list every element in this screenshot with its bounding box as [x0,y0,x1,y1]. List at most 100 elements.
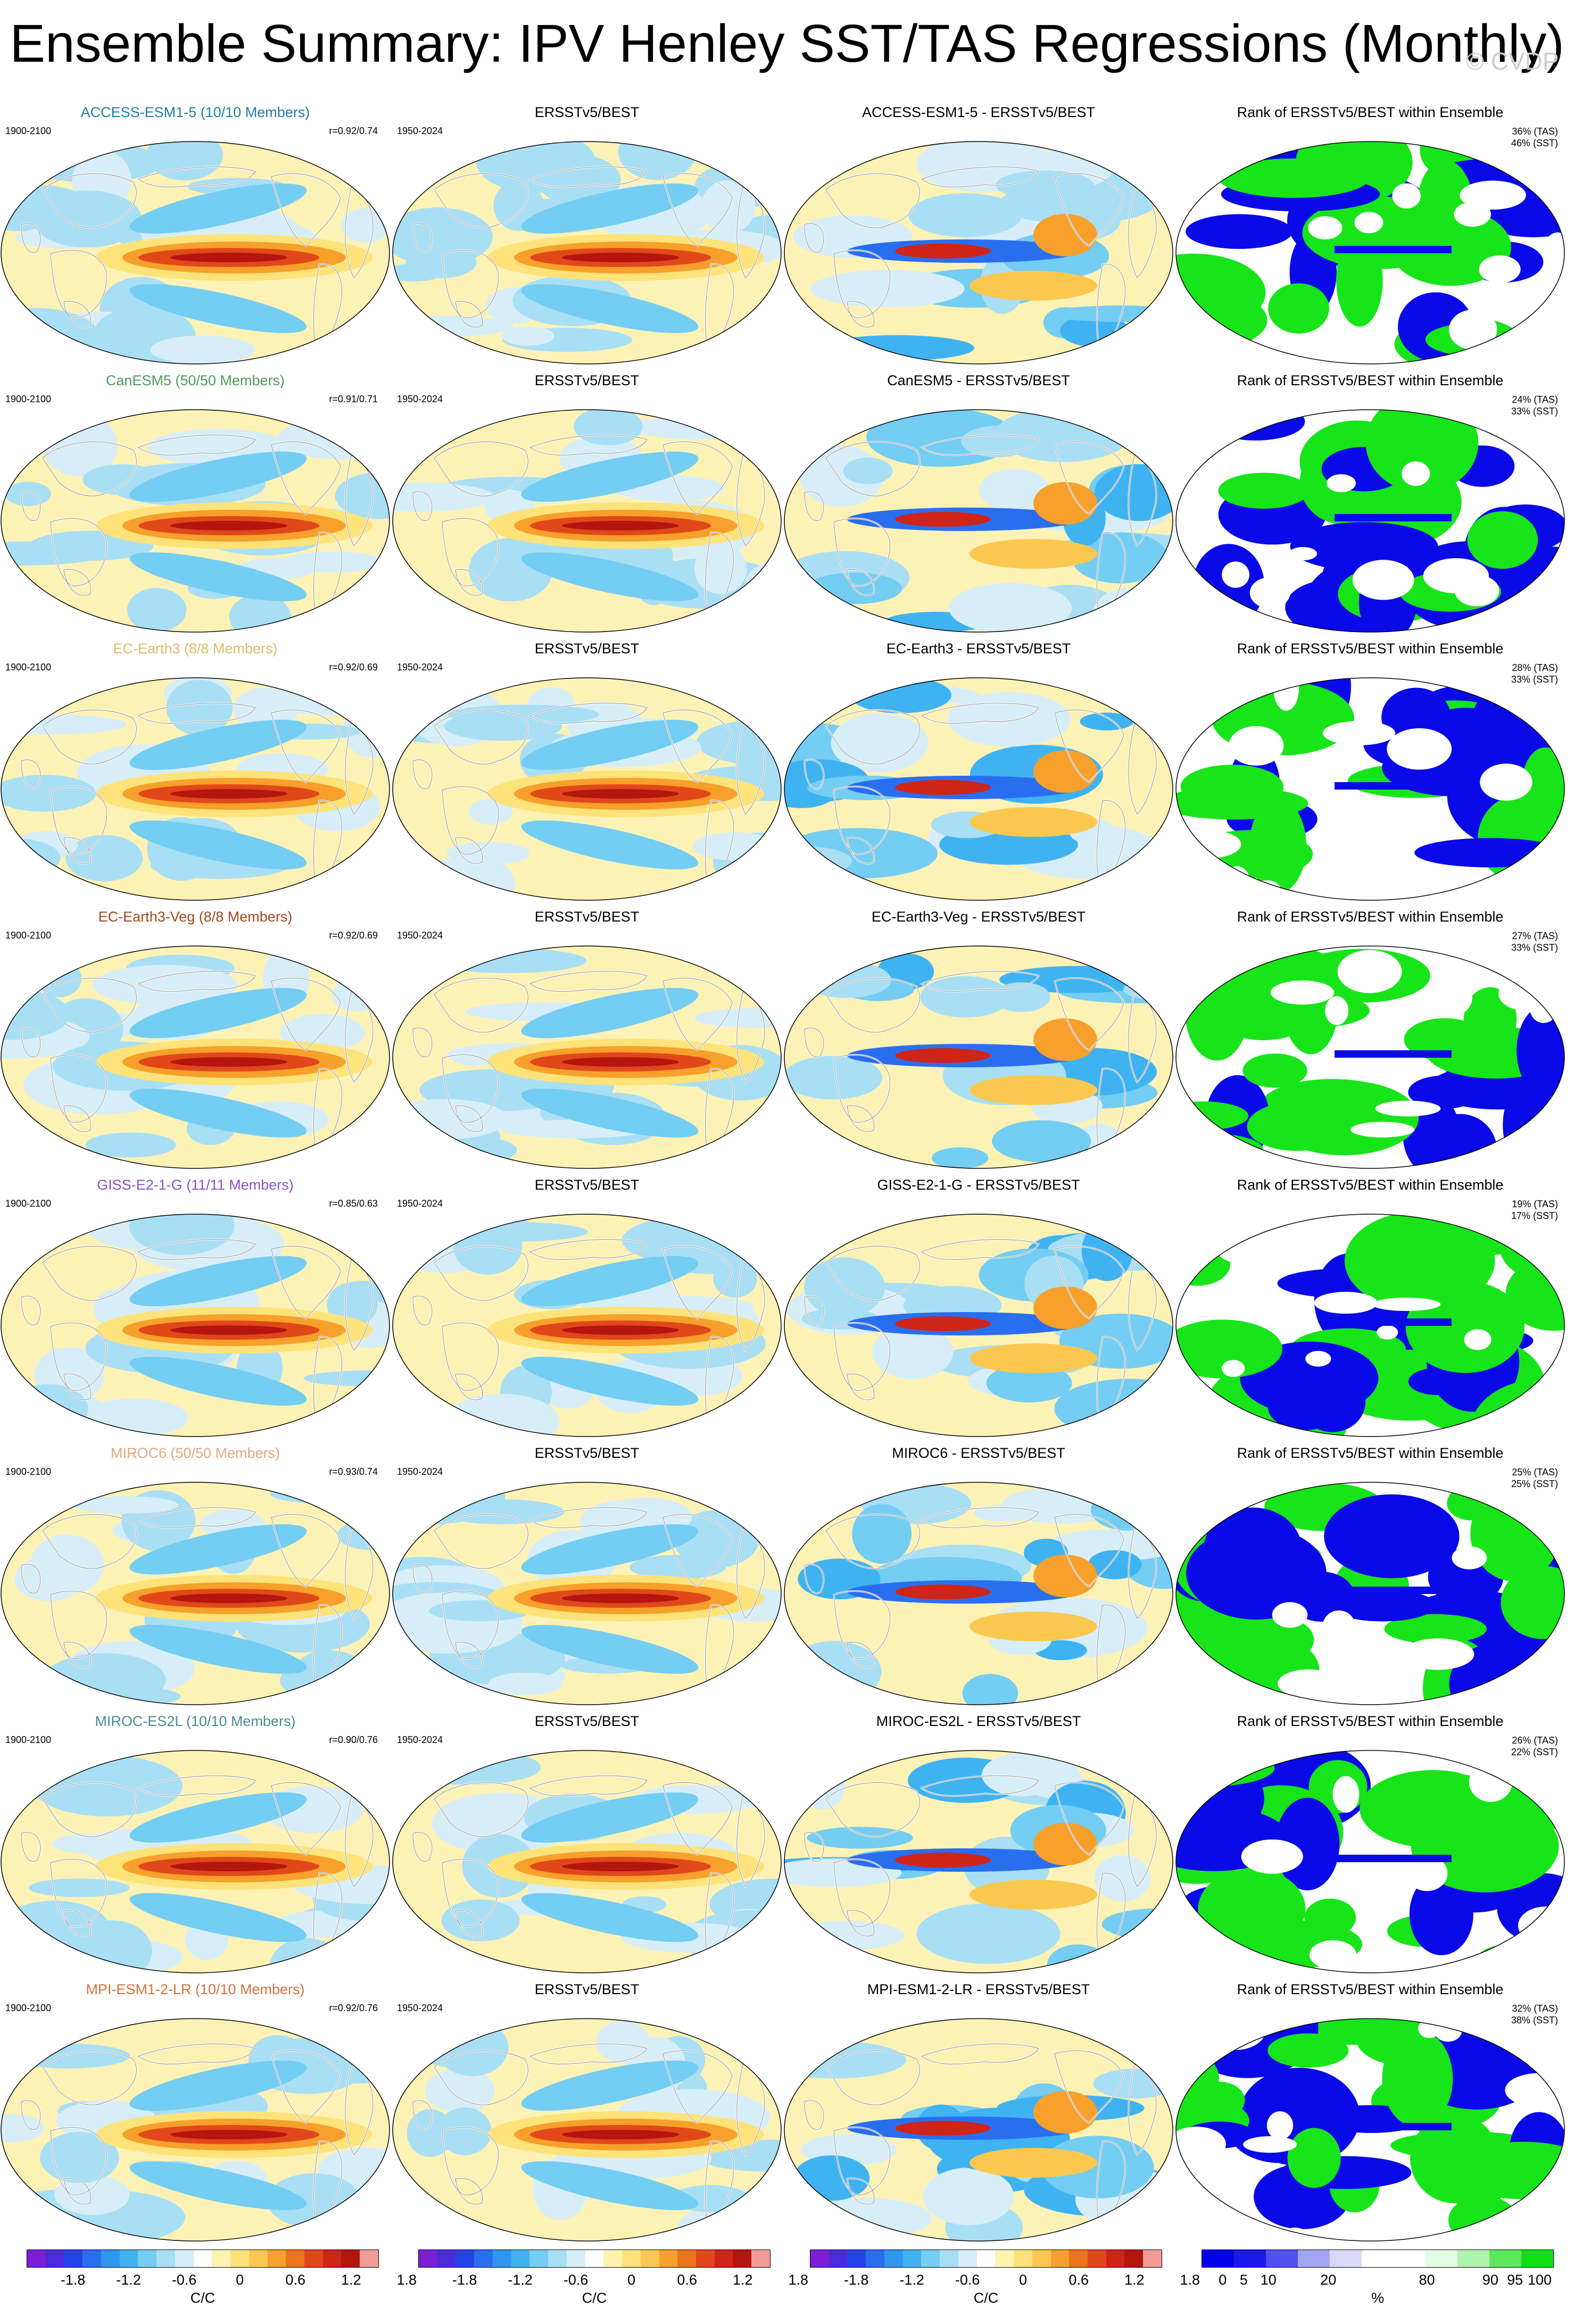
colorbar-swatch [622,2250,641,2267]
map-field [1176,678,1564,900]
colorbar-rank: 0 5 10 20 80 90 95 100% [1202,2250,1554,2313]
colorbar-swatch [322,2250,342,2267]
colorbar-swatch [940,2250,958,2267]
colorbar-swatch [659,2250,678,2267]
watermark-logo: © CVDP [1466,47,1559,75]
diff-map [784,141,1173,364]
map-panel-obs: ERSSTv5/BEST 1950-2024 [392,1442,782,1710]
colorbar-tick-label: 5 [1239,2272,1248,2288]
rank-panel-title: Rank of ERSSTv5/BEST within Ensemble [1237,372,1504,388]
colorbar-tick-label: -1.8 [60,2272,86,2288]
obs-years-label: 1950-2024 [397,1466,443,1477]
map-panel-model: ACCESS-ESM1-5 (10/10 Members) 1900-2100 r=… [0,101,391,369]
colorbar-swatch [286,2250,305,2267]
rank-map [1175,141,1565,364]
diff-panel-title: MIROC-ES2L - ERSSTv5/BEST [876,1713,1081,1729]
colorbar-tick-label: -1.2 [899,2272,924,2288]
colorbar-swatch [492,2250,511,2267]
obs-map [392,1482,782,1705]
colorbar-swatch [677,2250,697,2267]
colorbar-tick-label: -1.8 [452,2272,477,2288]
colorbar-swatch [419,2250,437,2267]
colorbar-swatch [866,2250,884,2267]
colorbar-unit-label: C/C [582,2290,607,2306]
diff-panel-title: GISS-E2-1-G - ERSSTv5/BEST [877,1177,1080,1193]
rank-map [1175,1750,1565,1973]
colorbar-tick-label: 1.8 [396,2272,417,2288]
obs-panel-title: ERSSTv5/BEST [534,1981,640,1997]
obs-map [392,141,782,364]
colorbar-swatch [1426,2250,1457,2267]
colorbar-swatches [810,2250,1162,2268]
map-panel-obs: ERSSTv5/BEST 1950-2024 [392,906,782,1174]
map-panel-obs: ERSSTv5/BEST 1950-2024 [392,369,782,637]
map-panel-diff: MPI-ESM1-2-LR - ERSSTv5/BEST [783,1978,1174,2246]
map-field [393,142,781,364]
colorbar-swatch [1266,2250,1298,2267]
colorbar-swatch [640,2250,659,2267]
colorbar-swatch [902,2250,922,2267]
colorbar-tick-label: -0.6 [563,2272,589,2288]
rank-percent-label: 36% (TAS) 46% (SST) [1511,126,1558,149]
model-years-label: 1900-2100 [5,1466,52,1477]
colorbar-swatch [1143,2250,1162,2267]
diff-map [784,409,1173,633]
map-field [784,142,1173,364]
colorbar-tick-label: 80 [1419,2272,1435,2288]
colorbar-swatch [138,2250,157,2267]
map-panel-model: EC-Earth3-Veg (8/8 Members) 1900-2100 r=0.… [0,906,391,1174]
diff-map [784,1482,1173,1705]
colorbar-tick-label: 0 [236,2272,244,2288]
diff-map [784,945,1173,1169]
colorbar-swatch [248,2250,268,2267]
diff-map [784,677,1173,901]
colorbar-swatch [548,2250,567,2267]
colorbar-swatch [193,2250,212,2267]
map-panel-diff: MIROC-ES2L - ERSSTv5/BEST [783,1710,1174,1978]
map-panel-obs: ERSSTv5/BEST 1950-2024 [392,1174,782,1442]
rank-tas-label: 26% (TAS) [1512,1735,1558,1746]
map-panel-rank: Rank of ERSSTv5/BEST within Ensemble 27% … [1175,906,1565,1174]
obs-years-label: 1950-2024 [397,1198,443,1209]
colorbar-tick-label: 0.6 [1068,2272,1089,2288]
colorbar-swatch [810,2250,829,2267]
map-field [393,410,781,632]
obs-map [392,1214,782,1437]
rank-tas-label: 36% (TAS) [1512,126,1558,137]
colorbar-swatch [212,2250,231,2267]
map-field [393,2019,781,2241]
colorbar-tick-label: 95 [1507,2272,1523,2288]
model-map [1,1482,390,1705]
colorbar-tick-label: 0 [1019,2272,1028,2288]
colorbar-tick-label: 90 [1482,2272,1498,2288]
colorbar-tick-label: -1.2 [116,2272,141,2288]
colorbar-swatches [27,2250,379,2268]
pattern-correlation-label: r=0.92/0.76 [329,2003,378,2013]
colorbar-tick-label: 1.8 [1180,2272,1200,2288]
colorbar-swatch [267,2250,286,2267]
colorbar-swatch [829,2250,848,2267]
map-panel-obs: ERSSTv5/BEST 1950-2024 [392,1978,782,2246]
pattern-correlation-label: r=0.90/0.76 [329,1734,378,1745]
rank-sst-label: 38% (SST) [1511,2015,1558,2026]
map-field [1,946,390,1168]
rank-map [1175,945,1565,1169]
map-panel-rank: Rank of ERSSTv5/BEST within Ensemble 28% … [1175,637,1565,906]
rank-sst-label: 17% (SST) [1511,1210,1558,1221]
colorbar-swatch [64,2250,83,2267]
map-field [393,1482,781,1705]
obs-panel-title: ERSSTv5/BEST [534,1177,640,1193]
map-panel-diff: ACCESS-ESM1-5 - ERSSTv5/BEST [783,101,1174,369]
colorbar-tick-label: -1.8 [843,2272,869,2288]
obs-map [392,2018,782,2242]
model-panel-title: MPI-ESM1-2-LR (10/10 Members) [86,1981,305,1997]
colorbar-tick-label: 1.8 [788,2272,809,2288]
colorbar-swatch [455,2250,475,2267]
model-map [1,1750,390,1973]
model-panel-title: EC-Earth3 (8/8 Members) [113,641,278,657]
model-years-label: 1900-2100 [5,930,52,941]
colorbar-swatch [230,2250,249,2267]
colorbar-swatch [45,2250,64,2267]
model-years-label: 1900-2100 [5,394,52,404]
colorbar-swatch [884,2250,903,2267]
